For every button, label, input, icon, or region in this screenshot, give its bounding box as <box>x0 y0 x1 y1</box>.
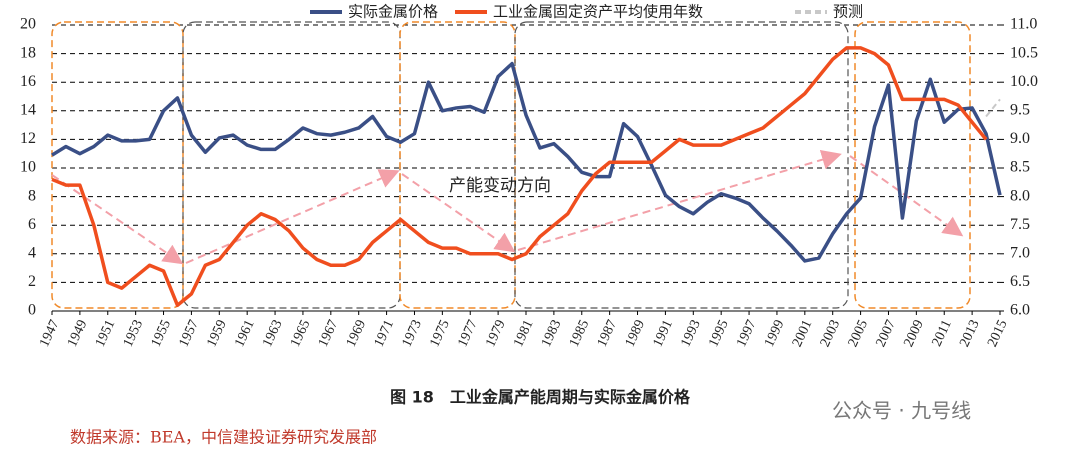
y2-tick-label: 9.0 <box>1010 130 1030 147</box>
y-tick-label: 18 <box>20 44 36 61</box>
y2-tick-label: 10.5 <box>1010 44 1038 61</box>
caption: 图 18 工业金属产能周期与实际金属价格 <box>390 388 691 407</box>
x-tick-label: 1965 <box>288 318 313 350</box>
x-tick-label: 1963 <box>260 318 285 350</box>
cycle-box <box>182 21 401 309</box>
x-tick-label: 1967 <box>316 318 341 350</box>
x-tick-label: 1991 <box>651 318 676 350</box>
watermark: 公众号 · 九号线 <box>832 399 971 423</box>
x-tick-label: 1969 <box>344 318 369 350</box>
x-tick-label: 2015 <box>985 318 1010 350</box>
series-line <box>51 46 988 308</box>
x-tick-label: 2005 <box>846 318 871 350</box>
x-tick-label: 2007 <box>874 318 899 350</box>
y-tick-label: 4 <box>28 244 36 261</box>
y2-tick-label: 9.5 <box>1010 101 1030 118</box>
x-tick-label: 1959 <box>204 318 229 350</box>
cycle-box <box>399 21 516 309</box>
cycle-box <box>51 21 184 309</box>
decorations <box>51 21 971 309</box>
annotation: 产能变动方向 <box>449 176 551 196</box>
series-line <box>985 98 1001 118</box>
x-tick-label: 1979 <box>483 318 508 350</box>
x-tick-label: 1983 <box>539 318 564 350</box>
x-tick-label: 1999 <box>762 318 787 350</box>
x-tick-label: 1989 <box>623 318 648 350</box>
y2-tick-label: 6.5 <box>1010 273 1030 290</box>
y-tick-label: 16 <box>20 73 36 90</box>
x-tick-label: 1981 <box>511 318 536 350</box>
y-tick-label: 0 <box>28 302 36 319</box>
x-tick-label: 1955 <box>149 318 174 350</box>
x-tick-label: 1953 <box>121 318 146 350</box>
x-tick-label: 1971 <box>372 318 397 350</box>
cycle-box <box>514 21 849 309</box>
y2-tick-label: 7.5 <box>1010 216 1030 233</box>
x-tick-label: 1947 <box>37 318 62 350</box>
legend-label: 工业金属固定资产平均使用年数 <box>493 3 703 21</box>
legend-label: 实际金属价格 <box>348 3 438 21</box>
x-tick-label: 2011 <box>930 318 955 349</box>
x-tick-label: 1997 <box>734 318 759 350</box>
y2-tick-label: 8.0 <box>1010 187 1030 204</box>
y2-tick-label: 11.0 <box>1010 16 1037 33</box>
x-tick-label: 1951 <box>93 318 118 350</box>
x-tick-label: 2003 <box>818 318 843 350</box>
y-tick-label: 14 <box>20 101 36 118</box>
x-tick-label: 1957 <box>177 318 202 350</box>
x-tick-label: 2009 <box>901 318 926 350</box>
y2-tick-label: 6.0 <box>1010 302 1030 319</box>
x-tick-label: 1977 <box>455 318 480 350</box>
legend-label: 预测 <box>833 3 863 21</box>
x-tick-label: 1975 <box>427 318 452 350</box>
x-tick-label: 1973 <box>400 318 425 350</box>
y-tick-label: 8 <box>28 187 36 204</box>
x-tick-label: 2013 <box>957 318 982 350</box>
y-tick-label: 10 <box>20 159 36 176</box>
x-tick-label: 1993 <box>678 318 703 350</box>
y-tick-label: 6 <box>28 216 36 233</box>
cycle-box <box>854 21 971 309</box>
y-tick-label: 2 <box>28 273 36 290</box>
x-tick-label: 1961 <box>232 318 257 350</box>
x-tick-label: 1987 <box>595 318 620 350</box>
x-tick-label: 2001 <box>790 318 815 350</box>
y2-tick-label: 10.0 <box>1010 73 1038 90</box>
y2-tick-label: 8.5 <box>1010 159 1030 176</box>
x-tick-label: 1985 <box>567 318 592 350</box>
y2-tick-label: 7.0 <box>1010 244 1030 261</box>
y-tick-label: 20 <box>20 16 36 33</box>
series-line <box>51 61 1002 263</box>
x-tick-label: 1995 <box>706 318 731 350</box>
y-tick-label: 12 <box>20 130 36 147</box>
source: 数据来源：BEA，中信建投证券研究发展部 <box>70 428 377 447</box>
x-tick-label: 1949 <box>65 318 90 350</box>
